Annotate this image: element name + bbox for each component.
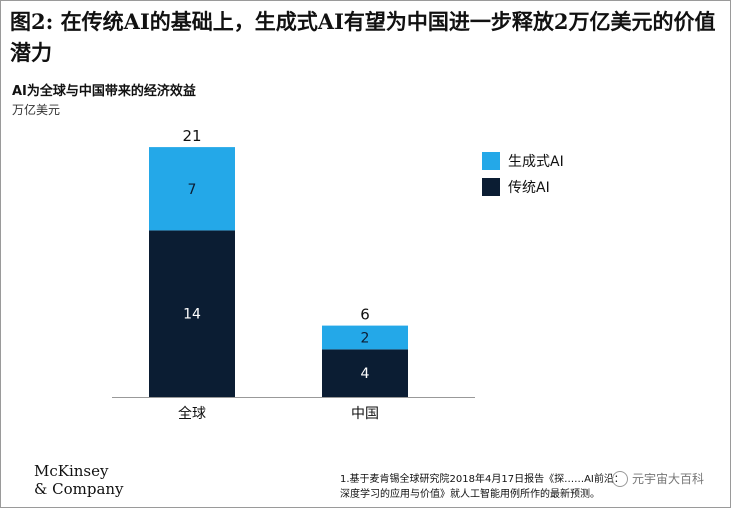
watermark: 元宇宙大百科 — [612, 470, 704, 487]
data-label-generative-ai-1: 2 — [361, 331, 370, 347]
chart-subtitle: AI为全球与中国带来的经济效益 — [12, 84, 196, 99]
chart-title: 图2: 在传统AI的基础上，生成式AI有望为中国进一步释放2万亿美元的价值潜力 — [10, 9, 716, 65]
bar-segment-generative-ai-1 — [322, 325, 408, 350]
unit-label: 万亿美元 — [12, 103, 61, 117]
legend: 生成式AI 传统AI — [482, 150, 564, 202]
legend-label-traditional-ai: 传统AI — [508, 180, 550, 196]
watermark-text: 元宇宙大百科 — [632, 472, 705, 486]
bar-segment-generative-ai-0 — [149, 147, 235, 231]
data-label-generative-ai-0: 7 — [188, 182, 197, 198]
category-label-0: 全球 — [178, 405, 206, 422]
total-label-1: 6 — [360, 306, 370, 324]
wechat-icon — [612, 470, 628, 487]
data-label-traditional-ai-0: 14 — [183, 307, 201, 323]
category-label-1: 中国 — [351, 406, 379, 422]
footnote-line-1: 1.基于麦肯锡全球研究院2018年4月17日报告《探……AI前沿： — [340, 474, 624, 485]
mckinsey-logo: McKinsey & Company — [34, 462, 124, 498]
footnote-line-2: 深度学习的应用与价值》就人工智能用例所作的最新预测。 — [340, 489, 600, 500]
legend-label-generative-ai: 生成式AI — [508, 154, 564, 170]
legend-item-traditional-ai: 传统AI — [482, 176, 564, 198]
total-label-0: 21 — [182, 127, 201, 145]
legend-swatch-traditional-ai — [482, 178, 500, 196]
data-label-traditional-ai-1: 4 — [361, 366, 370, 382]
logo-line-2: & Company — [34, 480, 124, 498]
legend-item-generative-ai: 生成式AI — [482, 150, 564, 172]
bar-segment-traditional-ai-1 — [322, 349, 408, 397]
legend-swatch-generative-ai — [482, 152, 500, 170]
bar-segment-traditional-ai-0 — [149, 230, 235, 397]
footnote: 1.基于麦肯锡全球研究院2018年4月17日报告《探……AI前沿： 深度学习的应… — [340, 472, 725, 502]
logo-line-1: McKinsey — [34, 462, 109, 480]
